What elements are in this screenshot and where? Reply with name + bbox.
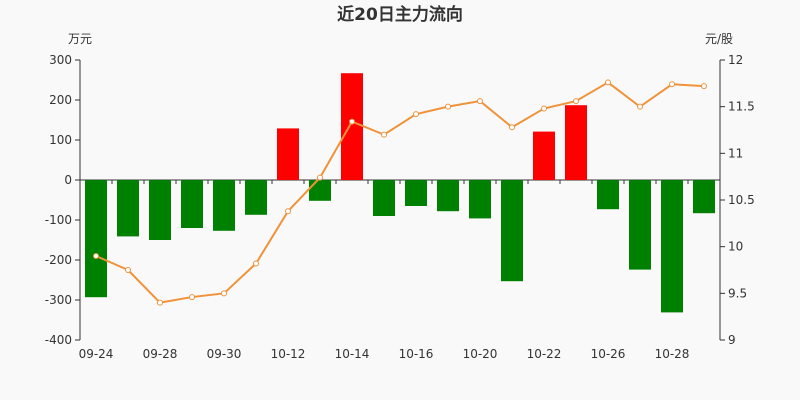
- right-axis-tick-label: 10: [728, 240, 743, 254]
- x-axis: 09-24 09-28 09-30 10-12 10-14 10-16 10-20 10-22…: [79, 179, 721, 361]
- right-axis-unit: 元/股: [705, 32, 733, 46]
- flow-bar: [117, 180, 139, 237]
- price-point: [669, 81, 675, 88]
- price-point: [445, 103, 451, 110]
- price-point: [157, 299, 163, 306]
- flow-bar: [693, 180, 715, 214]
- price-point: [541, 105, 547, 112]
- right-axis-tick-label: 9.5: [728, 286, 747, 300]
- flow-bar: [277, 128, 299, 180]
- left-axis-tick-label: 0: [64, 173, 72, 187]
- price-point: [317, 174, 323, 181]
- flow-bar: [341, 73, 363, 180]
- x-axis-tick-label: 10-28: [655, 347, 690, 361]
- price-point: [477, 98, 483, 105]
- price-point: [381, 131, 387, 138]
- price-point: [285, 208, 291, 215]
- left-axis-tick-label: 300: [49, 53, 72, 67]
- x-axis-tick-label: 10-20: [463, 347, 498, 361]
- left-axis-tick-label: -100: [45, 213, 72, 227]
- price-point: [637, 103, 643, 110]
- flow-bar: [469, 180, 491, 219]
- x-axis-tick-label: 10-16: [399, 347, 434, 361]
- bar-series: [85, 73, 715, 313]
- right-axis-tick-label: 11: [728, 146, 743, 160]
- left-axis-tick-label: -400: [45, 333, 72, 347]
- price-point: [349, 118, 355, 125]
- x-axis-tick-label: 09-24: [79, 347, 114, 361]
- left-axis-tick-label: 200: [49, 93, 72, 107]
- flow-bar: [405, 180, 427, 206]
- price-line: [95, 81, 705, 304]
- x-axis-tick-label: 10-12: [271, 347, 306, 361]
- price-point: [573, 98, 579, 105]
- flow-bar: [181, 180, 203, 228]
- x-axis-tick-label: 10-14: [335, 347, 370, 361]
- price-point: [189, 294, 195, 301]
- price-point: [701, 83, 707, 90]
- right-axis-tick-label: 11.5: [728, 100, 755, 114]
- chart-title: 近20日主力流向: [337, 4, 463, 25]
- left-axis: 300 200 100 0 -100 -200 -300 -400: [45, 53, 81, 347]
- price-point: [221, 290, 227, 297]
- flow-bar: [661, 180, 683, 313]
- flow-bar: [501, 180, 523, 282]
- flow-bar: [149, 180, 171, 240]
- flow-bar: [85, 180, 107, 298]
- x-axis-tick-label: 10-22: [527, 347, 562, 361]
- price-point: [125, 267, 131, 273]
- flow-bar: [437, 180, 459, 212]
- flow-bar: [597, 180, 619, 210]
- price-point: [93, 253, 99, 259]
- right-axis: 12 11.5 11 10.5 10 9.5 9: [719, 53, 755, 347]
- left-axis-tick-label: -200: [45, 253, 72, 267]
- price-point: [253, 260, 259, 267]
- price-point: [413, 111, 419, 118]
- price-point: [605, 79, 611, 86]
- price-point: [509, 124, 515, 131]
- left-axis-tick-label: -300: [45, 293, 72, 307]
- right-axis-tick-label: 9: [728, 333, 736, 347]
- flow-bar: [245, 180, 267, 215]
- right-axis-tick-label: 12: [728, 53, 743, 67]
- x-axis-tick-label: 09-28: [143, 347, 178, 361]
- flow-bar: [629, 180, 651, 270]
- x-axis-tick-label: 10-26: [591, 347, 626, 361]
- flow-bar: [533, 131, 555, 180]
- left-axis-unit: 万元: [68, 32, 92, 46]
- flow-bar: [309, 180, 331, 201]
- flow-bar: [373, 180, 395, 216]
- right-axis-tick-label: 10.5: [728, 193, 755, 207]
- left-axis-tick-label: 100: [49, 133, 72, 147]
- price-line-series: [93, 79, 707, 306]
- flow-bar: [565, 105, 587, 180]
- flow-bar: [213, 180, 235, 231]
- x-axis-tick-label: 09-30: [207, 347, 242, 361]
